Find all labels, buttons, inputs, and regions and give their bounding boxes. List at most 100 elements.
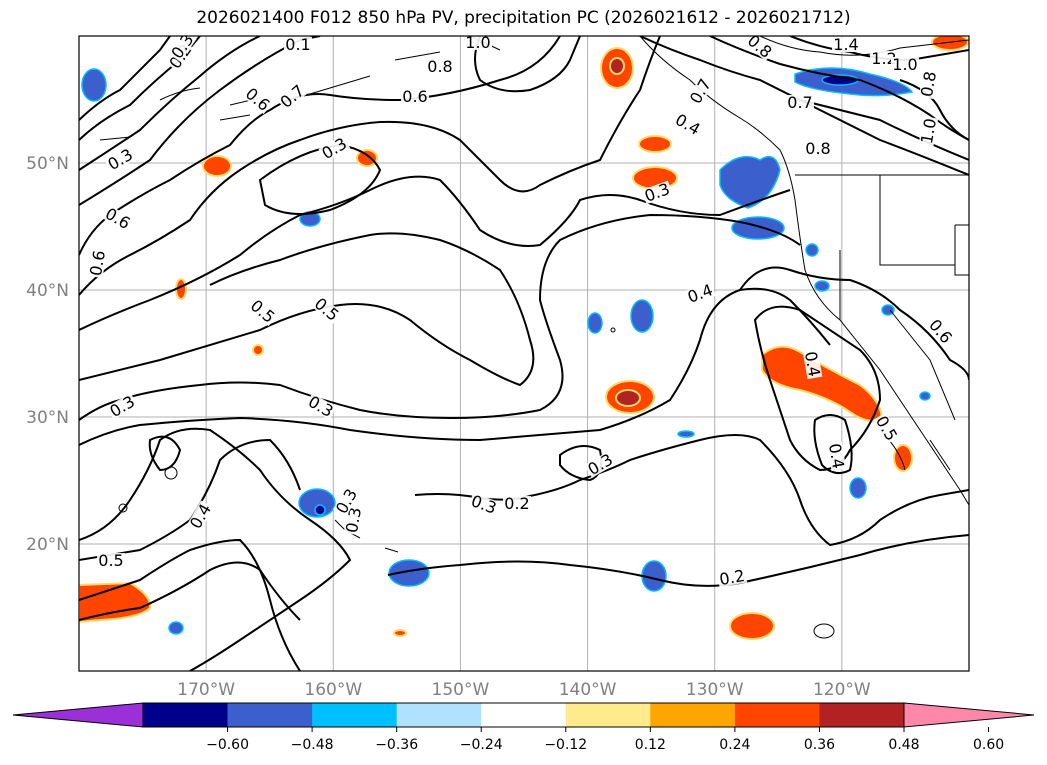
contour-label-bg bbox=[284, 37, 312, 52]
contour-label-bg bbox=[464, 36, 492, 50]
precip-patch bbox=[202, 155, 232, 177]
colorbar-tick-label: −0.24 bbox=[460, 737, 503, 753]
contour-label-bg bbox=[426, 59, 454, 74]
contour-label-bg bbox=[802, 348, 823, 380]
contour-label: 0.1 bbox=[285, 35, 310, 54]
precip-patch bbox=[814, 280, 830, 292]
colorbar-tick-label: −0.60 bbox=[206, 737, 249, 753]
precip-patch bbox=[79, 581, 152, 624]
precip-patch bbox=[729, 612, 775, 640]
colorbar-segment bbox=[650, 703, 736, 727]
colorbar-tick-label: 0.48 bbox=[888, 737, 919, 753]
colorbar-frame bbox=[142, 702, 905, 728]
contour-label: 0.7 bbox=[787, 93, 812, 112]
contour-label-bg bbox=[97, 553, 125, 568]
contour-label-bg bbox=[242, 84, 274, 115]
contour-label-bg bbox=[832, 37, 860, 52]
precip-positive-patches bbox=[79, 36, 969, 640]
precip-patch bbox=[298, 488, 336, 518]
lon-tick-label: 130°W bbox=[686, 680, 744, 700]
contour-label-bg bbox=[304, 392, 337, 420]
contour-label-bg bbox=[332, 485, 360, 518]
lat-tick-label: 50°N bbox=[26, 154, 69, 174]
contour-label-bg bbox=[186, 500, 214, 533]
contour-label: 0.2 bbox=[504, 494, 529, 513]
colorbar-segment bbox=[734, 703, 820, 727]
contour-label-bg bbox=[311, 294, 343, 325]
lat-tick-label: 40°N bbox=[26, 281, 69, 301]
contour-label-bg bbox=[468, 492, 500, 517]
colorbar-tick-label: 0.24 bbox=[719, 737, 750, 753]
contour-label-bg bbox=[101, 204, 134, 232]
lat-tick-label: 30°N bbox=[26, 408, 69, 428]
contour-label: 1.2 bbox=[871, 49, 896, 68]
colorbar-segment bbox=[143, 703, 229, 727]
colorbar-extend-high bbox=[903, 702, 1035, 728]
colorbar-segment bbox=[481, 703, 567, 727]
contour-label-bg bbox=[925, 315, 956, 347]
contour-label: 0.2 bbox=[718, 566, 746, 589]
contour-label-bg bbox=[276, 81, 308, 112]
precip-patch bbox=[638, 135, 672, 153]
contour-label-bg bbox=[106, 392, 139, 420]
colorbar-segment bbox=[396, 703, 482, 727]
precip-patch bbox=[630, 299, 654, 333]
colorbar-segment bbox=[227, 703, 313, 727]
precip-patch bbox=[587, 312, 603, 334]
longitude-labels: 170°W 160°W 150°W 140°W 130°W 120°W bbox=[177, 680, 871, 700]
contour-label: 0.8 bbox=[917, 70, 940, 98]
lon-tick-label: 160°W bbox=[304, 680, 362, 700]
contour-label: 0.5 bbox=[98, 551, 123, 570]
precip-patch bbox=[719, 155, 781, 209]
colorbar-segment bbox=[565, 703, 651, 727]
precip-patch bbox=[731, 216, 785, 240]
colorbar-tick-label: −0.36 bbox=[375, 737, 418, 753]
contour-label: 1.4 bbox=[833, 35, 858, 54]
lon-tick-label: 140°W bbox=[559, 680, 617, 700]
contour-label-bg bbox=[686, 75, 714, 108]
contour-label: 0.6 bbox=[86, 249, 109, 277]
contour-label: 0.4 bbox=[801, 350, 824, 378]
lon-tick-label: 150°W bbox=[432, 680, 490, 700]
contour-label-bg bbox=[716, 567, 748, 588]
colorbar-segment bbox=[312, 703, 398, 727]
colorbar-segment bbox=[819, 703, 905, 727]
precip-patch bbox=[931, 36, 969, 51]
map-title: 2026021400 F012 850 hPa PV, precipitatio… bbox=[196, 8, 851, 28]
precip-patch bbox=[893, 444, 913, 472]
lat-tick-label: 20°N bbox=[26, 535, 69, 555]
colorbar: −0.60 −0.48 −0.36 −0.24 −0.12 0.12 0.24 0.36 0.4… bbox=[12, 702, 1035, 753]
pv-contours bbox=[79, 36, 969, 671]
contour-label-bg bbox=[168, 36, 197, 63]
contour-label: 1.0 bbox=[465, 33, 490, 52]
contour-label-bg bbox=[503, 496, 531, 511]
precip-patch bbox=[388, 559, 430, 587]
contour-label: 0.8 bbox=[427, 57, 452, 76]
contour-label-bg bbox=[744, 36, 776, 62]
contour-label-bg bbox=[918, 68, 939, 100]
contour-label-bg bbox=[343, 504, 364, 536]
colorbar-tick-label: −0.12 bbox=[544, 737, 587, 753]
contour-label-bg bbox=[873, 412, 901, 445]
precip-patch bbox=[356, 149, 378, 167]
precip-patch bbox=[81, 68, 107, 102]
colorbar-extend-low bbox=[12, 702, 144, 728]
precip-patch bbox=[393, 629, 407, 637]
contour-label-bg bbox=[918, 115, 939, 147]
precip-patch bbox=[168, 621, 184, 635]
contour-label: 0.8 bbox=[805, 139, 830, 158]
precip-patch bbox=[805, 243, 819, 257]
precip-patch bbox=[677, 430, 695, 438]
lon-tick-label: 170°W bbox=[177, 680, 235, 700]
contour-label: 0.4 bbox=[825, 442, 848, 470]
contour-label-bg bbox=[671, 110, 704, 138]
precip-patch bbox=[615, 389, 641, 407]
contour-label: 1.0 bbox=[917, 117, 940, 145]
contour-label: 0.6 bbox=[402, 87, 427, 106]
map-frame bbox=[78, 35, 970, 672]
contour-label-bg bbox=[786, 95, 814, 110]
lon-tick-label: 120°W bbox=[813, 680, 871, 700]
precip-patch bbox=[919, 391, 931, 401]
contour-label-bg bbox=[891, 57, 919, 72]
